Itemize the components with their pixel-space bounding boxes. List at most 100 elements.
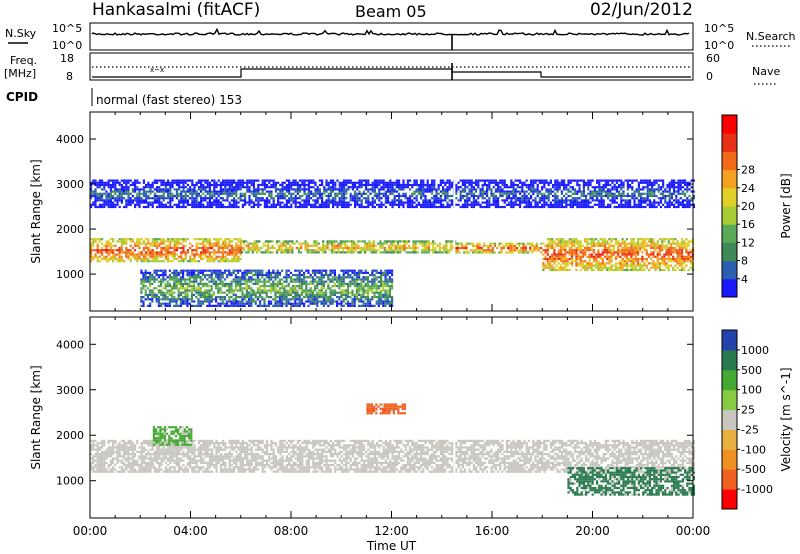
data-cell <box>603 255 607 258</box>
data-cell <box>426 201 429 204</box>
data-cell <box>554 179 557 182</box>
data-cell <box>178 192 181 195</box>
data-cell <box>570 260 574 263</box>
data-cell <box>318 205 321 209</box>
data-cell <box>160 238 163 241</box>
data-cell <box>354 203 357 206</box>
data-cell <box>184 280 187 283</box>
data-cell <box>142 192 145 195</box>
data-cell <box>266 201 269 204</box>
data-cell <box>643 240 646 243</box>
data-cell <box>120 190 123 193</box>
data-cell <box>472 181 475 184</box>
data-cell <box>680 242 684 245</box>
data-cell <box>184 291 187 294</box>
data-cell <box>398 203 401 206</box>
data-cell <box>420 179 423 182</box>
data-cell <box>448 181 451 184</box>
data-cell <box>259 199 262 202</box>
data-cell <box>334 199 337 202</box>
data-cell <box>98 260 101 263</box>
data-cell <box>343 190 346 193</box>
data-cell <box>92 201 95 204</box>
data-cell <box>114 192 117 195</box>
data-cell <box>217 205 220 209</box>
data-cell <box>508 197 511 200</box>
data-cell <box>325 205 328 209</box>
data-cell <box>164 274 167 277</box>
data-cell <box>472 192 475 195</box>
data-cell <box>202 246 205 250</box>
data-cell <box>646 186 649 189</box>
data-cell <box>623 244 626 247</box>
data-cell <box>155 271 158 274</box>
data-cell <box>569 190 572 193</box>
data-cell <box>679 181 682 184</box>
data-cell <box>90 190 93 193</box>
data-cell <box>279 201 282 204</box>
data-cell <box>329 188 332 191</box>
data-cell <box>184 205 187 209</box>
data-cell <box>653 205 656 209</box>
data-cell <box>685 251 688 254</box>
data-cell <box>228 188 231 191</box>
data-cell <box>286 246 290 250</box>
data-cell <box>424 194 427 198</box>
data-cell <box>601 262 604 265</box>
data-cell <box>292 192 295 195</box>
data-cell <box>692 205 695 209</box>
data-cell <box>426 190 429 193</box>
data-cell <box>319 249 323 252</box>
data-cell <box>197 298 200 301</box>
data-cell <box>200 197 203 200</box>
data-cell <box>237 271 240 274</box>
data-cell <box>525 183 528 187</box>
data-cell <box>147 203 150 206</box>
data-cell <box>470 192 473 195</box>
data-cell <box>483 183 486 187</box>
data-cell <box>327 197 330 200</box>
data-cell <box>175 194 178 198</box>
data-cell <box>553 246 556 250</box>
data-cell <box>327 203 330 206</box>
data-cell <box>450 201 453 204</box>
data-cell <box>160 188 163 191</box>
data-cell <box>322 249 325 252</box>
data-cell <box>120 246 123 250</box>
data-cell <box>101 205 104 209</box>
data-cell <box>211 197 214 200</box>
data-cell <box>140 280 143 283</box>
data-cell <box>182 260 185 263</box>
data-cell <box>213 186 216 189</box>
data-cell <box>189 203 192 206</box>
data-cell <box>648 205 651 209</box>
data-cell <box>160 190 163 193</box>
data-cell <box>272 201 275 204</box>
data-cell <box>385 240 389 243</box>
data-cell <box>401 244 404 247</box>
data-cell <box>177 304 180 307</box>
data-cell <box>173 255 176 258</box>
data-cell <box>237 246 240 250</box>
data-cell <box>382 183 385 187</box>
data-cell <box>641 264 644 267</box>
data-cell <box>195 249 198 252</box>
data-cell <box>461 203 464 206</box>
data-cell <box>402 205 405 209</box>
data-cell <box>653 203 656 206</box>
data-cell <box>344 251 347 254</box>
data-cell <box>201 274 204 277</box>
data-cell <box>352 240 356 243</box>
data-cell <box>226 282 229 285</box>
data-cell <box>234 298 237 301</box>
data-cell <box>382 186 385 189</box>
data-cell <box>164 246 167 250</box>
data-cell <box>549 203 552 206</box>
data-cell <box>612 251 615 254</box>
data-cell <box>554 197 557 200</box>
data-cell <box>109 197 112 200</box>
data-cell <box>217 179 220 182</box>
data-cell <box>299 197 302 200</box>
data-cell <box>134 255 137 258</box>
data-cell <box>200 181 203 184</box>
